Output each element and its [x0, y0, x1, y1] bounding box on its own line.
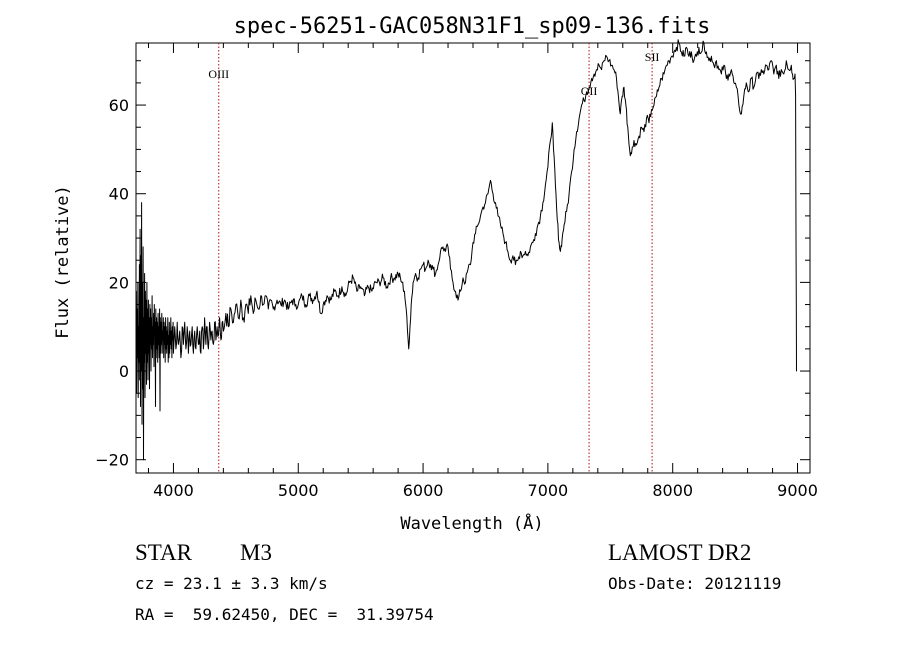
x-tick-label: 7000 [528, 481, 569, 500]
x-tick-label: 6000 [403, 481, 444, 500]
plot-frame [135, 42, 811, 474]
y-tick-label: 20 [109, 273, 129, 292]
y-tick-label: −20 [95, 451, 129, 470]
observation-date: Obs-Date: 20121119 [608, 574, 782, 593]
y-tick-label: 0 [119, 362, 129, 381]
object-subclass: M3 [240, 540, 272, 565]
y-axis-label: Flux (relative) [53, 185, 73, 339]
marker-label: OII [581, 84, 598, 98]
x-tick-label: 4000 [153, 481, 194, 500]
marker-label: SII [645, 50, 660, 64]
x-tick-label: 5000 [278, 481, 319, 500]
spectrum-series [135, 39, 797, 461]
coordinates-text: RA = 59.62450, DEC = 31.39754 [135, 605, 434, 624]
x-tick-label: 8000 [652, 481, 693, 500]
redshift-text: cz = 23.1 ± 3.3 km/s [135, 574, 328, 593]
chart-title: spec-56251-GAC058N31F1_sp09-136.fits [234, 14, 711, 39]
y-tick-label: 60 [109, 96, 129, 115]
survey-name: LAMOST DR2 [608, 540, 752, 565]
object-class: STAR [135, 540, 192, 565]
x-axis-label: Wavelength (Å) [400, 512, 543, 534]
spectrum-chart: spec-56251-GAC058N31F1_sp09-136.fits 400… [53, 14, 818, 534]
x-tick-label: 9000 [777, 481, 818, 500]
plot-axes: 4000 5000 6000 7000 8000 9000 −20 0 20 40 60 [95, 42, 818, 500]
spectrum-line [135, 39, 797, 461]
marker-label: OIII [208, 67, 229, 81]
y-tick-label: 40 [109, 185, 129, 204]
line-markers: OIII OII SII [208, 43, 659, 473]
